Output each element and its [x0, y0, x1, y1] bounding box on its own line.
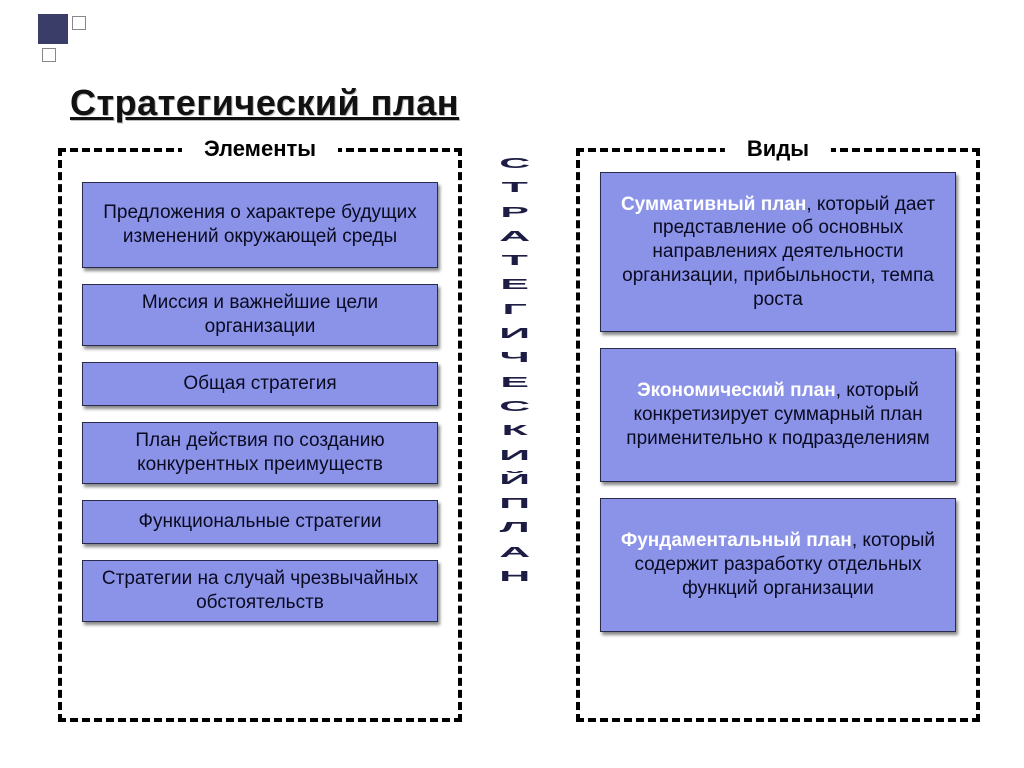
left-column-frame: Элементы Предложения о характере будущих…: [58, 148, 462, 722]
left-column-header: Элементы: [182, 134, 338, 164]
corner-logo: [38, 14, 94, 70]
right-box-2: Фундаментальный план, который содержит р…: [600, 498, 956, 632]
left-box-2: Общая стратегия: [82, 362, 438, 406]
vertical-label: СТРАТЕГИЧЕСКИЙПЛАН: [498, 150, 538, 587]
right-column-frame: Виды Суммативный план, который дает пред…: [576, 148, 980, 722]
right-column-header: Виды: [725, 134, 831, 164]
left-box-3: План действия по созданию конкурентных п…: [82, 422, 438, 484]
left-box-4: Функциональные стратегии: [82, 500, 438, 544]
right-box-1: Экономический план, который конкретизиру…: [600, 348, 956, 482]
left-box-1: Миссия и важнейшие цели организации: [82, 284, 438, 346]
right-box-0: Суммативный план, который дает представл…: [600, 172, 956, 332]
page-title: Стратегический план: [70, 82, 459, 124]
left-box-5: Стратегии на случай чрезвычайных обстоят…: [82, 560, 438, 622]
left-box-0: Предложения о характере будущих изменени…: [82, 182, 438, 268]
